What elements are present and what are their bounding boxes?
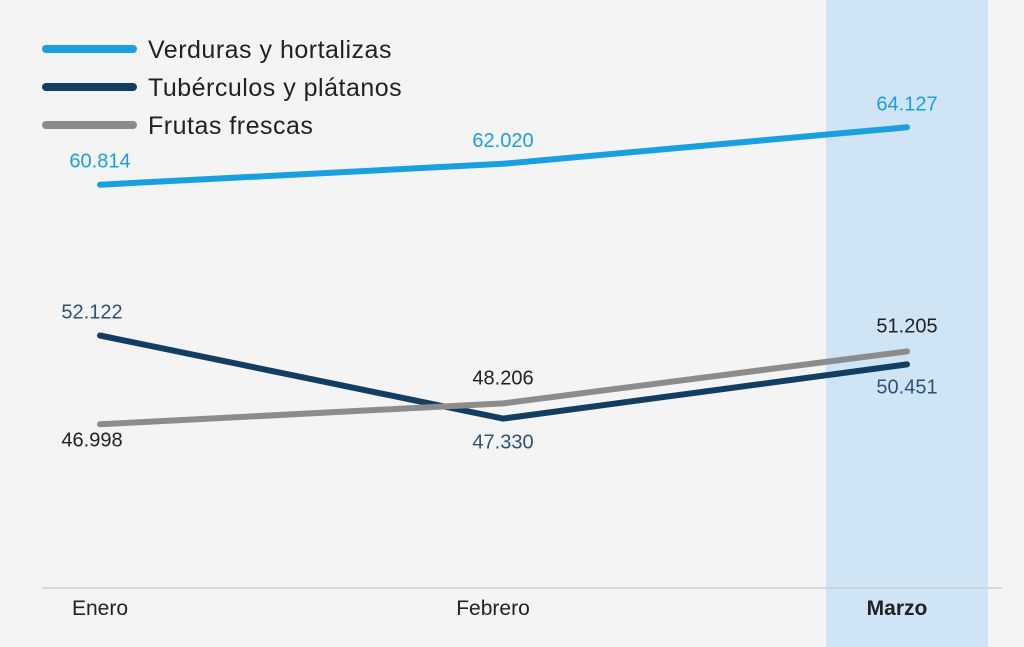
legend: Verduras y hortalizas Tubérculos y plátan…	[42, 36, 402, 140]
data-labels: 60.814 62.020 64.127 52.122 47.330 50.451 46.9…	[61, 93, 937, 453]
series-line-tuberculos	[97, 332, 910, 422]
data-label-tuberculos-enero: 52.122	[61, 301, 122, 323]
data-label-frutas-marzo: 51.205	[876, 315, 937, 337]
data-label-verduras-enero: 60.814	[69, 151, 130, 173]
data-label-frutas-enero: 46.998	[61, 429, 122, 451]
data-label-tuberculos-marzo: 50.451	[876, 376, 937, 398]
highlight-band-marzo	[826, 0, 988, 647]
x-tick-label-marzo: Marzo	[867, 597, 928, 620]
data-label-frutas-febrero: 48.206	[472, 367, 533, 389]
series-line-verduras	[97, 124, 910, 188]
series-lines	[97, 124, 910, 428]
data-label-verduras-febrero: 62.020	[472, 130, 533, 152]
x-tick-label-febrero: Febrero	[456, 597, 530, 620]
x-tick-label-enero: Enero	[72, 597, 128, 620]
legend-label-frutas: Frutas frescas	[148, 112, 313, 140]
series-line-frutas	[97, 348, 910, 428]
legend-label-tuberculos: Tubérculos y plátanos	[148, 74, 402, 102]
data-label-tuberculos-febrero: 47.330	[472, 432, 533, 454]
x-axis-ticks: Enero Febrero Marzo	[72, 597, 927, 620]
legend-label-verduras: Verduras y hortalizas	[148, 36, 392, 64]
data-label-verduras-marzo: 64.127	[876, 93, 937, 115]
